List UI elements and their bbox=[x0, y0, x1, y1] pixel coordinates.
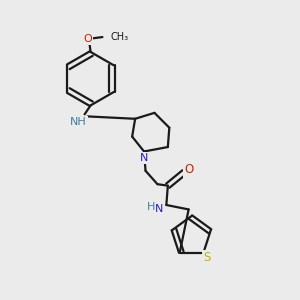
Text: N: N bbox=[155, 204, 163, 214]
Text: O: O bbox=[83, 34, 92, 44]
Text: S: S bbox=[203, 251, 210, 264]
Text: CH₃: CH₃ bbox=[110, 32, 129, 42]
Text: NH: NH bbox=[70, 117, 87, 127]
Text: N: N bbox=[140, 153, 148, 163]
Text: O: O bbox=[184, 164, 194, 176]
Text: H: H bbox=[146, 202, 155, 212]
